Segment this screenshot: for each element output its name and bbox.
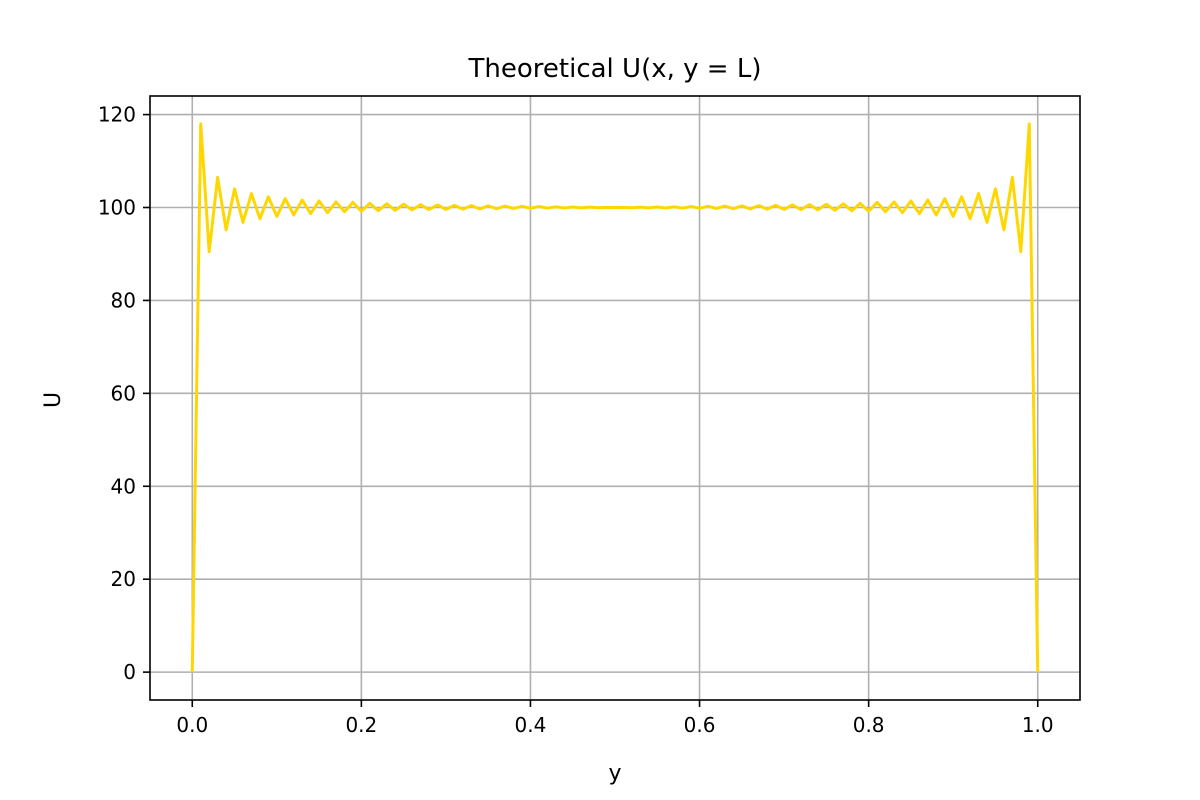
x-tick-label: 0.2 xyxy=(345,713,377,737)
y-tick-label: 20 xyxy=(111,567,136,591)
series-line xyxy=(190,122,1040,673)
y-tick-label: 0 xyxy=(123,660,136,684)
ticks: 0.0 0.2 0.4 0.6 0.8 1.0 0 20 40 60 80 100 120 xyxy=(98,103,1054,737)
x-axis-title: y xyxy=(608,761,621,786)
x-tick-label: 0.6 xyxy=(684,713,716,737)
y-tick-label: 40 xyxy=(111,474,136,498)
chart-title: Theoretical U(x, y = L) xyxy=(468,54,762,84)
plot-area xyxy=(190,122,1040,673)
y-tick-label: 100 xyxy=(98,196,136,220)
axes-frame xyxy=(149,95,1081,701)
y-tick-label: 60 xyxy=(111,381,136,405)
y-axis-title: U xyxy=(41,392,66,408)
x-tick-label: 0.4 xyxy=(515,713,547,737)
x-tick-label: 1.0 xyxy=(1022,713,1054,737)
y-tick-label: 120 xyxy=(98,103,136,127)
x-tick-label: 0.8 xyxy=(853,713,885,737)
x-tick-label: 0.0 xyxy=(176,713,208,737)
y-tick-label: 80 xyxy=(111,288,136,312)
grid xyxy=(150,96,1080,700)
